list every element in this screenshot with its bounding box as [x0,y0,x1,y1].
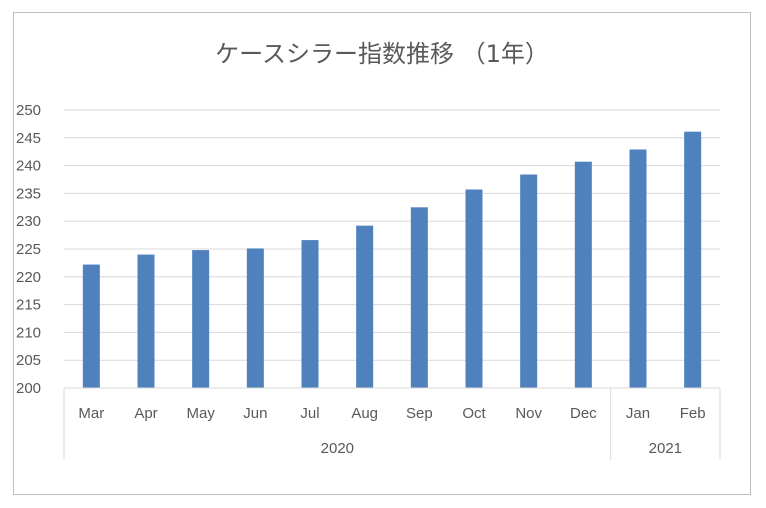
bar-feb [684,131,702,388]
bar-dec [574,161,592,388]
x-tick-label: Mar [78,405,104,422]
x-tick-label: Oct [462,405,486,422]
bar-mar [82,264,100,388]
bar-jan [629,149,647,388]
x-tick-label: Apr [134,405,157,422]
x-tick-label: Nov [515,405,542,422]
bars [82,131,702,388]
y-tick-label: 250 [16,102,41,119]
x-tick-label: Aug [351,405,378,422]
bar-aug [356,225,374,388]
x-axis-year-labels: 2020 2021 [321,440,682,457]
chart-frame [13,12,751,495]
x-tick-label: Jan [626,405,650,422]
x-tick-label: May [186,405,215,422]
bar-jul [301,240,319,388]
y-tick-label: 235 [16,185,41,202]
x-tick-label: Jul [300,405,319,422]
bar-apr [137,254,155,388]
x-axis [63,387,721,460]
y-tick-label: 245 [16,130,41,147]
y-tick-label: 220 [16,269,41,286]
x-tick-label: Feb [680,405,706,422]
y-tick-label: 230 [16,213,41,230]
bar-nov [520,174,538,388]
y-tick-label: 240 [16,158,41,175]
y-axis-tick-labels: 200 205 210 215 220 225 230 235 240 245 250 [16,102,41,397]
chart-title: ケースシラー指数推移 （1年） [215,40,549,68]
y-tick-label: 215 [16,297,41,314]
y-tick-label: 200 [16,380,41,397]
bar-jun [246,248,264,388]
year-label: 2021 [649,440,682,457]
y-tick-label: 205 [16,352,41,369]
gridlines [64,109,720,361]
year-label: 2020 [321,440,354,457]
x-tick-label: Jun [243,405,267,422]
x-tick-label: Sep [406,405,433,422]
y-tick-label: 210 [16,324,41,341]
bar-may [192,250,210,388]
y-tick-label: 225 [16,241,41,258]
x-axis-category-labels: Mar Apr May Jun Jul Aug Sep Oct Nov Dec Jan Feb [78,405,705,422]
bar-oct [465,189,483,388]
bar-sep [410,207,428,388]
x-tick-label: Dec [570,405,597,422]
